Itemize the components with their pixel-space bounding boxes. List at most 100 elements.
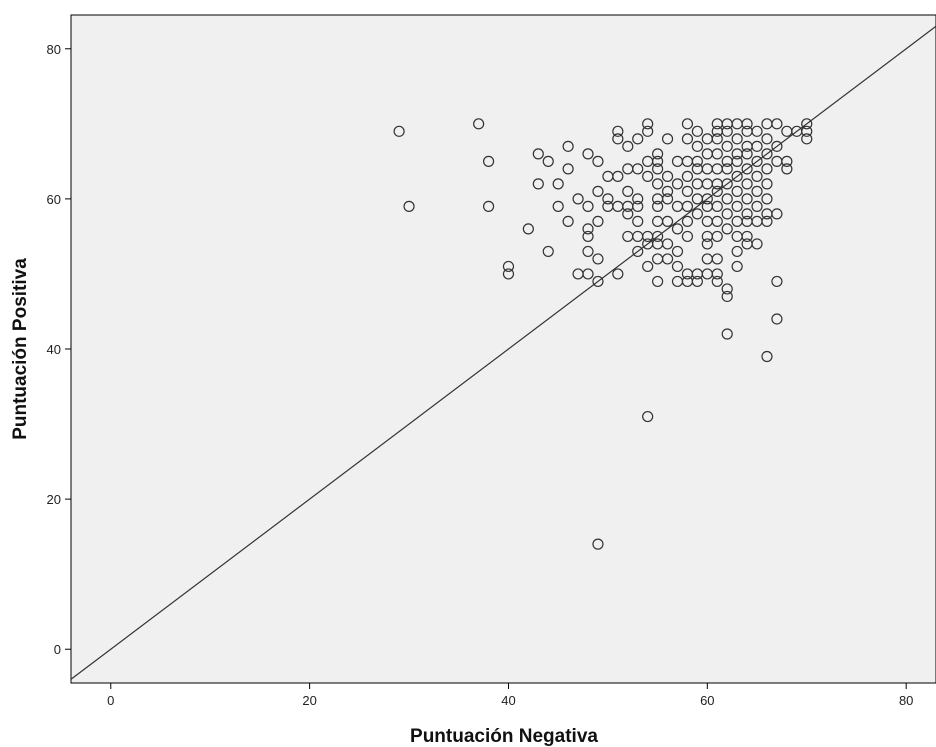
scatter-point (622, 185, 634, 197)
y-tick-label: 80 (47, 42, 61, 57)
scatter-point (542, 245, 554, 258)
x-tick-label: 0 (107, 693, 114, 708)
scatter-point (612, 125, 624, 137)
scatter-point (711, 215, 723, 228)
scatter-point (592, 275, 604, 288)
scatter-point (671, 245, 684, 258)
x-tick-label: 60 (700, 693, 714, 708)
x-tick-label: 20 (302, 693, 316, 708)
y-tick-label: 20 (47, 492, 61, 507)
scatter-point (632, 200, 644, 212)
scatter-point (582, 223, 594, 235)
scatter-point (711, 185, 723, 197)
scatter-point (642, 125, 654, 137)
scatter-point (701, 193, 713, 205)
scatter-point (652, 200, 664, 212)
scatter-point (642, 170, 654, 182)
scatter-point (582, 148, 594, 160)
scatter-point (681, 118, 694, 130)
scatter-point (652, 230, 664, 243)
scatter-point (661, 215, 674, 228)
scatter-point (572, 193, 584, 205)
scatter-point (711, 133, 723, 145)
scatter-point (741, 178, 753, 190)
scatter-point (731, 170, 743, 182)
scatter-point (761, 148, 773, 160)
scatter-point (502, 268, 515, 280)
scatter-point (721, 178, 733, 190)
scatter-point (751, 200, 763, 212)
scatter-point (771, 313, 783, 325)
scatter-point (721, 208, 733, 220)
scatter-point (741, 193, 753, 205)
scatter-point (632, 163, 644, 175)
scatter-point (731, 200, 743, 212)
scatter-point (721, 193, 733, 205)
scatter-point (592, 538, 604, 550)
scatter-point (711, 148, 723, 160)
scatter-point (751, 140, 763, 152)
scatter-point (741, 148, 753, 160)
scatter-point (731, 133, 743, 145)
scatter-point (761, 350, 773, 363)
scatter-point (562, 140, 574, 152)
scatter-point (761, 133, 773, 145)
scatter-point (741, 118, 753, 130)
scatter-point (741, 163, 753, 175)
scatter-point (661, 253, 674, 265)
x-tick-label: 40 (501, 693, 515, 708)
scatter-point (652, 163, 664, 175)
scatter-point (681, 185, 694, 197)
scatter-point (592, 185, 604, 197)
scatter-point (731, 260, 743, 273)
scatter-point (751, 155, 763, 167)
scatter-point (582, 230, 594, 243)
scatter-point (741, 230, 753, 243)
scatter-point (771, 140, 783, 152)
scatter-point (612, 170, 624, 182)
scatter-point (393, 125, 405, 137)
scatter-point (592, 215, 604, 228)
scatter-point (771, 208, 783, 220)
scatter-point (632, 193, 644, 205)
scatter-point (532, 178, 544, 190)
y-axis-title: Puntuación Positiva (10, 258, 31, 440)
scatter-point (801, 125, 813, 137)
scatter-point (542, 155, 554, 167)
reference-line (70, 25, 936, 680)
scatter-point (612, 133, 624, 145)
scatter-point (731, 245, 743, 258)
scatter-point (562, 215, 574, 228)
scatter-point (482, 155, 495, 167)
scatter-point (691, 140, 703, 152)
scatter-point (681, 133, 694, 145)
scatter-point (711, 253, 723, 265)
scatter-point (582, 268, 594, 280)
scatter-point (701, 238, 713, 250)
scatter-point (761, 215, 773, 228)
scatter-point (761, 163, 773, 175)
scatter-point (582, 245, 594, 258)
scatter-point (622, 208, 634, 220)
scatter-point (711, 200, 723, 212)
scatter-point (661, 185, 674, 197)
scatter-point (681, 200, 694, 212)
scatter-point (671, 178, 684, 190)
scatter-point (801, 118, 813, 130)
scatter-point (721, 140, 733, 152)
scatter-point (552, 178, 564, 190)
scatter-point (532, 148, 544, 160)
scatter-point (592, 253, 604, 265)
scatter-point (661, 133, 674, 145)
scatter-point (721, 328, 733, 340)
scatter-point (582, 200, 594, 212)
scatter-point (661, 193, 674, 205)
x-tick-label: 80 (899, 693, 913, 708)
scatter-point (612, 268, 624, 280)
y-tick-label: 40 (47, 342, 61, 357)
scatter-point (721, 290, 733, 303)
scatter-point (403, 200, 415, 212)
scatter-point (751, 170, 763, 182)
scatter-point (622, 140, 634, 152)
